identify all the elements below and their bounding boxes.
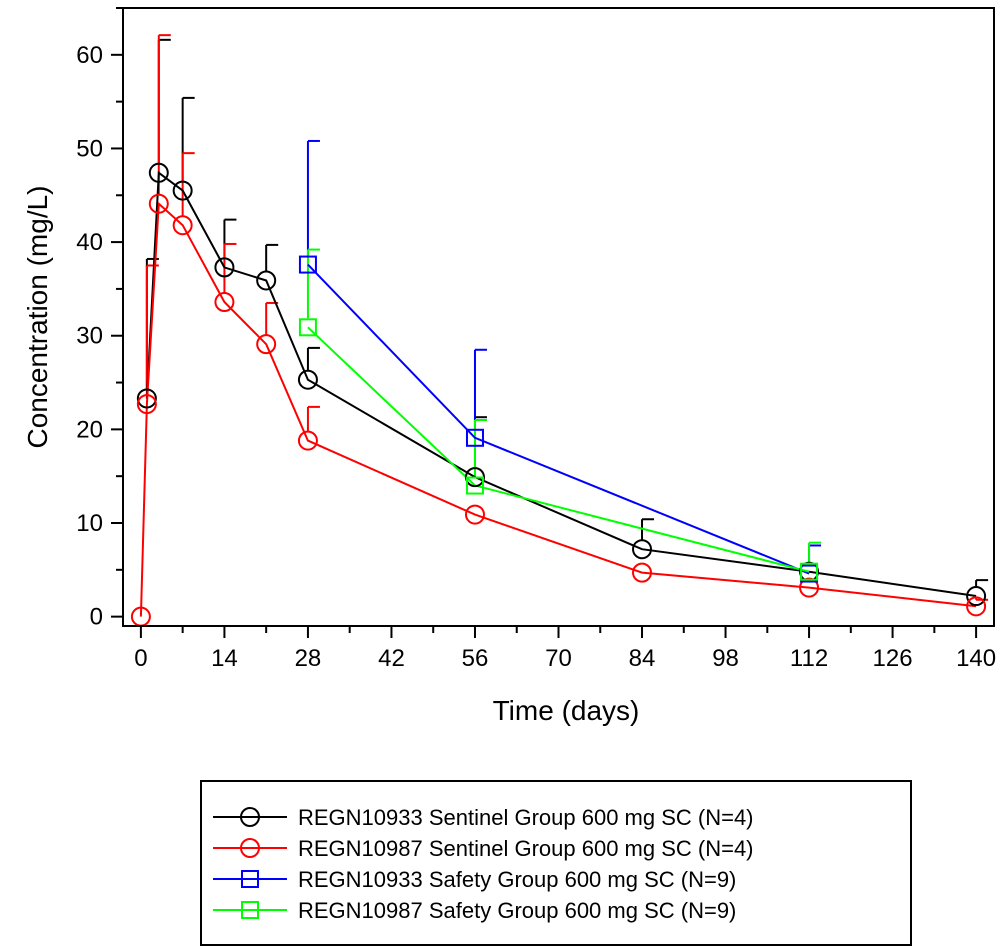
series-lines-layer [139, 170, 977, 617]
data-point [148, 162, 169, 183]
y-tick-label: 10 [76, 510, 103, 537]
data-point [966, 596, 987, 617]
x-tick-label: 56 [462, 645, 489, 672]
series-line-2 [139, 201, 977, 617]
legend-entries: REGN10933 Sentinel Group 600 mg SC (N=4)… [213, 805, 754, 923]
x-tick-label: 14 [211, 645, 238, 672]
data-point [214, 292, 235, 313]
data-point [298, 255, 317, 274]
data-point [298, 318, 317, 337]
data-point [172, 215, 193, 236]
y-axis-label: Concentration (mg/L) [22, 185, 53, 448]
data-point [148, 193, 169, 214]
legend-box [200, 780, 912, 946]
x-tick-label: 0 [134, 645, 147, 672]
data-point [464, 504, 485, 525]
x-axis-ticks: 0 14 28 42 56 70 84 98 112 126 140 [134, 626, 996, 672]
data-point [297, 430, 318, 451]
legend-item: REGN10933 Safety Group 600 mg SC (N=9) [213, 867, 736, 892]
y-tick-label: 40 [76, 229, 103, 256]
data-point [799, 577, 820, 598]
legend-marker [241, 870, 259, 888]
series-line-3 [307, 263, 810, 575]
plot-frame [122, 7, 995, 627]
data-point [256, 334, 277, 355]
data-point [800, 562, 819, 581]
series-line-4 [307, 326, 810, 573]
legend-item: REGN10933 Sentinel Group 600 mg SC (N=4) [213, 805, 754, 830]
data-point [136, 394, 157, 415]
data-point [172, 180, 193, 201]
data-point [297, 369, 318, 390]
x-axis-label: Time (days) [493, 695, 640, 726]
x-tick-label: 28 [295, 645, 322, 672]
x-tick-label: 126 [873, 645, 913, 672]
x-tick-label: 112 [790, 645, 828, 672]
series-line-1 [145, 170, 977, 597]
y-tick-label: 30 [76, 323, 103, 350]
legend-label: REGN10933 Sentinel Group 600 mg SC (N=4) [298, 805, 754, 830]
y-tick-label: 60 [76, 42, 103, 69]
data-point [632, 539, 653, 560]
data-point [214, 257, 235, 278]
data-point [465, 476, 484, 495]
legend-label: REGN10933 Safety Group 600 mg SC (N=9) [298, 867, 736, 892]
data-point [256, 270, 277, 291]
y-tick-label: 20 [76, 416, 103, 443]
legend-marker [240, 807, 260, 827]
legend-marker [240, 838, 260, 858]
x-tick-label: 140 [956, 645, 996, 672]
legend-marker [241, 901, 259, 919]
legend: REGN10933 Sentinel Group 600 mg SC (N=4)… [200, 780, 912, 946]
y-axis-ticks: 0 10 20 30 40 50 60 [76, 7, 123, 631]
errorbars-layer [145, 34, 989, 601]
y-tick-label: 50 [76, 135, 103, 162]
x-tick-label: 70 [545, 645, 572, 672]
legend-item: REGN10987 Safety Group 600 mg SC (N=9) [213, 898, 736, 923]
x-tick-label: 42 [378, 645, 405, 672]
y-tick-label: 0 [90, 604, 103, 631]
x-tick-label: 98 [712, 645, 739, 672]
legend-item: REGN10987 Sentinel Group 600 mg SC (N=4) [213, 836, 754, 861]
data-point [136, 388, 157, 409]
legend-label: REGN10987 Safety Group 600 mg SC (N=9) [298, 898, 736, 923]
data-point [966, 586, 987, 607]
data-point [632, 562, 653, 583]
legend-label: REGN10987 Sentinel Group 600 mg SC (N=4) [298, 836, 754, 861]
markers-layer [130, 162, 987, 627]
x-tick-label: 84 [629, 645, 656, 672]
data-point [465, 428, 484, 447]
